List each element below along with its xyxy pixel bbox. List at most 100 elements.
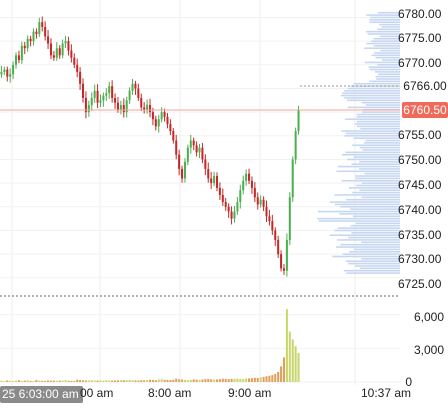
price-axis-label: 6725.00: [398, 277, 442, 291]
volume-bar: [181, 379, 184, 382]
time-axis-label: 8:00 am: [148, 386, 192, 400]
candle-body: [108, 86, 111, 94]
volume-bar: [52, 380, 55, 382]
volume-bar: [294, 346, 297, 382]
volume-bar: [297, 352, 300, 382]
profile-bar: [376, 78, 400, 80]
candle-body: [70, 50, 73, 58]
profile-bar: [362, 111, 400, 113]
volume-bar: [192, 379, 195, 382]
volume-bar: [140, 380, 143, 382]
volume-bar: [146, 380, 149, 382]
time-axis-label: 10:37 am: [361, 386, 412, 400]
profile-bar: [355, 123, 400, 125]
candle-body: [233, 211, 236, 219]
volume-bar: [183, 379, 186, 382]
volume-bar: [259, 377, 262, 382]
time-axis-label: 9:00 am: [228, 386, 272, 400]
profile-bar: [369, 80, 400, 83]
volume-bar: [195, 379, 198, 382]
volume-bar: [47, 380, 50, 382]
volume-bar: [44, 380, 47, 382]
price-axis-label: 6780.00: [398, 7, 442, 21]
volume-bar: [134, 380, 137, 382]
candle-body: [49, 43, 52, 56]
profile-bar: [318, 220, 400, 222]
candle-body: [119, 105, 122, 110]
profile-bar: [378, 73, 400, 76]
profile-bar: [334, 203, 400, 206]
profile-bar: [351, 232, 400, 234]
profile-bar: [334, 194, 400, 196]
profile-bar: [377, 28, 400, 31]
candle-body: [102, 95, 105, 101]
profile-bar: [364, 142, 400, 144]
candle-body: [245, 173, 248, 181]
profile-bar: [359, 146, 400, 149]
profile-bar: [369, 21, 400, 23]
profile-bar: [377, 64, 400, 66]
candle-body: [218, 187, 221, 195]
candle-body: [250, 180, 253, 188]
profile-bar: [337, 165, 400, 168]
profile-bar: [351, 163, 400, 165]
candle-body: [12, 64, 15, 75]
candle-body: [178, 154, 181, 169]
profile-bar: [369, 19, 400, 21]
volume-bar: [160, 379, 163, 382]
candle-body: [125, 100, 128, 113]
profile-bar: [349, 250, 400, 253]
candle-body: [41, 22, 44, 27]
candle-body: [105, 93, 108, 96]
candle-body: [52, 55, 55, 58]
profile-bar: [350, 224, 400, 227]
volume-bar: [248, 378, 251, 382]
candle-body: [76, 64, 79, 72]
volume-bar: [41, 380, 44, 382]
profile-bar: [366, 42, 400, 45]
candle-body: [137, 88, 140, 98]
candle-body: [9, 74, 12, 77]
volume-bar: [227, 379, 230, 382]
candle-body: [148, 105, 152, 113]
profile-bar: [344, 118, 400, 121]
candle-body: [47, 36, 50, 44]
profile-bar: [353, 82, 400, 85]
candle-body: [15, 55, 18, 65]
candle-body: [280, 254, 283, 269]
candle-body: [285, 239, 288, 271]
profile-bar: [348, 236, 400, 239]
profile-bar: [340, 94, 400, 97]
candle-body: [268, 216, 271, 221]
profile-bar: [341, 153, 400, 156]
volume-bar: [20, 380, 23, 382]
volume-bar: [207, 378, 210, 382]
profile-bar: [317, 210, 400, 213]
volume-bar: [0, 380, 3, 382]
profile-bar: [365, 139, 400, 142]
volume-bar: [148, 379, 152, 382]
candle-body: [67, 41, 70, 51]
profile-bar: [360, 127, 400, 130]
volume-bar: [55, 380, 58, 382]
candle-body: [32, 31, 35, 42]
candle-body: [143, 107, 146, 110]
profile-bar: [374, 71, 400, 73]
volume-bar: [186, 380, 189, 382]
volume-bar: [70, 380, 73, 382]
volume-bar: [224, 378, 227, 382]
profile-bar: [381, 59, 400, 61]
volume-bar: [213, 379, 216, 382]
volume-bar: [265, 376, 268, 382]
candle-body: [274, 230, 277, 240]
profile-bar: [344, 97, 400, 99]
profile-bar: [375, 56, 400, 59]
volume-bar: [128, 379, 131, 382]
candle-body: [26, 38, 29, 49]
candle-body: [227, 206, 230, 212]
volume-bar: [3, 380, 6, 382]
volume-bar: [239, 378, 242, 382]
profile-bar: [347, 99, 400, 102]
volume-bar: [172, 379, 175, 382]
